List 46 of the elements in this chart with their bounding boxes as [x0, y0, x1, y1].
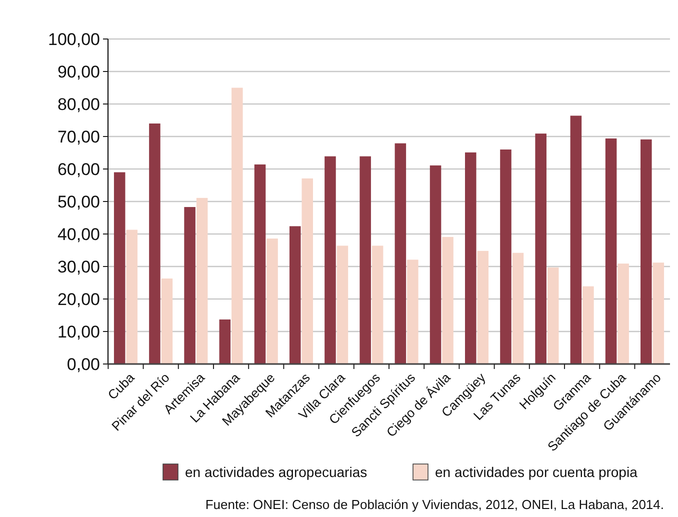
bar [477, 250, 489, 364]
bar [161, 278, 173, 364]
bar [535, 134, 546, 364]
legend-label: en actividades agropecuarias [185, 464, 368, 480]
y-tick-label: 40,00 [57, 224, 100, 244]
bar [289, 226, 301, 364]
y-tick-label: 50,00 [57, 192, 100, 212]
bar [618, 264, 629, 364]
bar [324, 156, 336, 364]
bar [372, 246, 384, 364]
bar [196, 198, 208, 364]
legend-label: en actividades por cuenta propia [435, 464, 638, 480]
bar [232, 88, 243, 364]
y-tick-label: 100,00 [48, 30, 100, 49]
bar [254, 164, 266, 364]
y-tick-label: 10,00 [57, 322, 100, 342]
bar [126, 230, 138, 364]
bar [184, 207, 196, 364]
bar [442, 236, 454, 364]
bar [219, 319, 231, 364]
bar [582, 286, 594, 364]
y-tick-label: 70,00 [57, 127, 100, 146]
bar [114, 172, 126, 364]
y-tick-label: 20,00 [57, 290, 100, 309]
source-note: Fuente: ONEI: Censo de Población y Viviendas, 2012, ONEI, La Habana, 2014. [205, 497, 664, 512]
bar [149, 124, 160, 364]
bar [407, 260, 418, 364]
y-tick-label: 30,00 [57, 257, 100, 276]
y-tick-label: 80,00 [57, 94, 100, 114]
bar [302, 178, 313, 364]
bar [512, 252, 524, 364]
y-tick-label: 0,00 [66, 354, 100, 374]
bar [266, 238, 278, 364]
bar [430, 165, 442, 364]
bar [570, 116, 582, 364]
bar [336, 246, 348, 364]
bar [500, 150, 512, 364]
bar [605, 138, 617, 364]
bar [547, 267, 559, 364]
bar [394, 143, 406, 364]
bar [360, 156, 371, 364]
y-tick-label: 90,00 [57, 62, 100, 82]
y-tick-label: 60,00 [57, 160, 100, 179]
bar [465, 152, 476, 364]
bar [640, 139, 652, 364]
bar [652, 262, 664, 364]
